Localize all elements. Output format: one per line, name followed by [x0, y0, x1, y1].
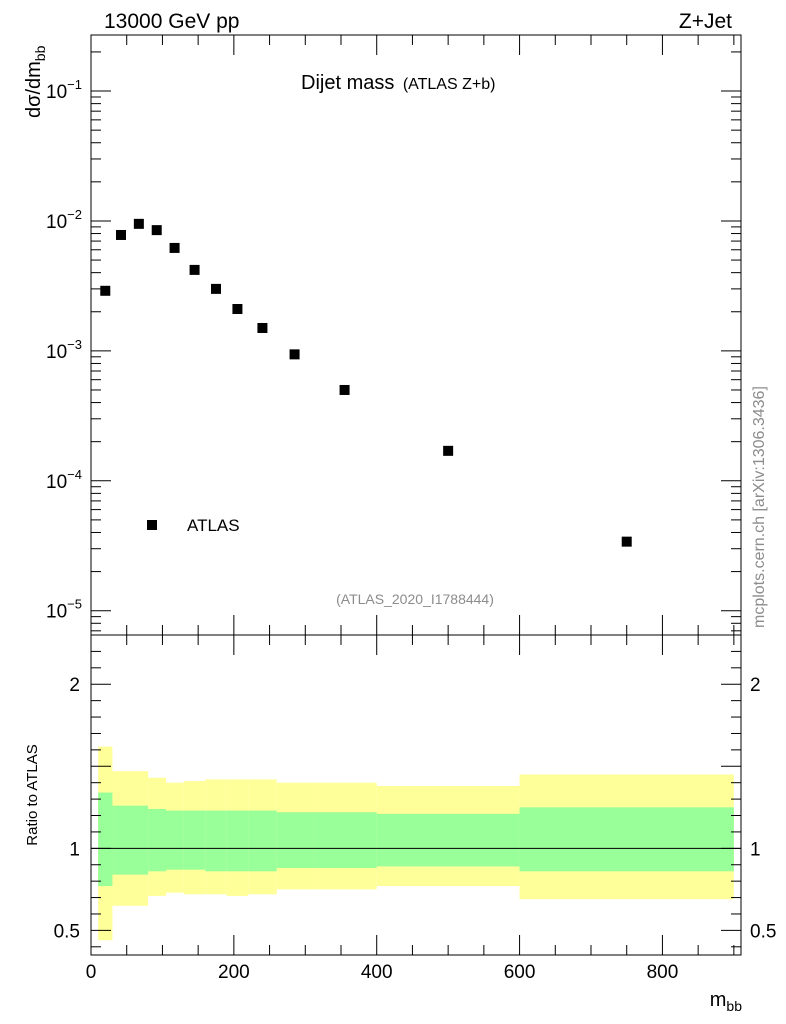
data-point-atlas	[133, 218, 144, 229]
lower-y-tick-label-right: 0.5	[750, 921, 776, 942]
upper-y-tick-label-exponent: −2	[67, 207, 82, 222]
x-tick-label: 0	[86, 962, 97, 983]
ratio-inner-band-bin-1	[112, 805, 149, 875]
lower-y-tick-label-left: 0.5	[54, 921, 80, 942]
upper-y-tick-label: 10−5	[46, 597, 82, 623]
lower-panel-frame	[90, 634, 742, 956]
lower-y-tick-label-left: 1	[69, 839, 80, 860]
upper-y-tick-label: 10−2	[46, 207, 82, 233]
legend-marker-atlas	[147, 520, 157, 530]
upper-y-tick-label-exponent: −1	[67, 77, 82, 92]
data-point-atlas	[116, 229, 126, 240]
x-tick-label: 400	[361, 962, 393, 983]
header-right-label: Z+Jet	[679, 10, 732, 33]
x-axis-label: mbb	[710, 989, 742, 1014]
upper-y-tick-label: 10−3	[46, 337, 82, 363]
x-tick-label: 200	[218, 962, 250, 983]
ratio-inner-band-bin-4	[183, 810, 206, 870]
upper-y-axis-label-sub: bb	[32, 45, 48, 61]
upper-y-tick-label-base: 10	[46, 82, 67, 103]
lower-y-axis-label: Ratio to ATLAS	[24, 744, 41, 845]
upper-y-axis-label: dσ/dmbb	[23, 45, 48, 118]
upper-y-tick-label-base: 10	[46, 472, 67, 493]
data-point-atlas	[621, 536, 632, 547]
data-point-atlas	[339, 384, 350, 395]
upper-y-axis-label-main: dσ/dm	[23, 61, 45, 118]
x-axis-label-sub: bb	[726, 998, 742, 1014]
ratio-inner-band-bin-11	[519, 807, 734, 872]
data-point-atlas	[169, 242, 180, 253]
ratio-inner-band-bin-2	[148, 808, 166, 872]
legend-label-atlas: ATLAS	[187, 516, 240, 535]
upper-panel: 10−110−210−310−410−5	[46, 34, 742, 636]
ratio-inner-band-bin-6	[226, 810, 249, 872]
ratio-inner-band-bin-10	[376, 813, 520, 867]
analysis-id-label: (ATLAS_2020_I1788444)	[336, 591, 494, 607]
side-source-label: mcplots.cern.ch [arXiv:1306.3436]	[751, 386, 768, 628]
data-point-atlas	[257, 322, 268, 333]
x-tick-label: 800	[647, 962, 679, 983]
upper-panel-frame	[90, 34, 742, 636]
x-axis-label-main: m	[710, 989, 727, 1011]
upper-y-tick-label-base: 10	[46, 342, 67, 363]
plot-title-sub: (ATLAS Z+b)	[403, 76, 496, 93]
upper-y-tick-label-exponent: −4	[67, 467, 82, 482]
data-point-atlas	[211, 283, 221, 294]
lower-panel: 0 200 400 600 800 0.5 0.5 1 1 2 2	[54, 634, 776, 983]
data-point-atlas	[232, 304, 243, 315]
ratio-inner-band-bin-8	[276, 812, 313, 869]
ratio-inner-band-bin-0	[98, 792, 113, 887]
upper-y-tick-label: 10−1	[46, 77, 82, 103]
ratio-inner-band-bin-9	[312, 812, 377, 869]
lower-y-tick-label-right: 1	[750, 839, 761, 860]
plot-title-main: Dijet mass	[301, 72, 394, 94]
data-point-atlas	[151, 225, 162, 236]
data-point-atlas	[100, 285, 111, 296]
upper-y-tick-label-exponent: −3	[67, 337, 82, 352]
header-left-label: 13000 GeV pp	[104, 10, 239, 33]
data-point-atlas	[189, 264, 200, 275]
upper-y-tick-label: 10−4	[46, 467, 82, 493]
lower-y-tick-label-left: 2	[69, 675, 80, 696]
plot-title: Dijet mass (ATLAS Z+b)	[301, 72, 495, 94]
ratio-inner-band-bin-7	[248, 810, 277, 872]
data-point-atlas	[443, 445, 454, 456]
data-point-atlas	[289, 349, 300, 360]
upper-y-tick-label-base: 10	[46, 602, 67, 623]
upper-y-tick-label-base: 10	[46, 212, 67, 233]
ratio-inner-band-bin-3	[166, 810, 184, 870]
upper-y-tick-label-exponent: −5	[67, 597, 82, 612]
x-tick-label: 600	[504, 962, 536, 983]
ratio-inner-band-bin-5	[205, 810, 227, 872]
lower-y-tick-label-right: 2	[750, 675, 761, 696]
